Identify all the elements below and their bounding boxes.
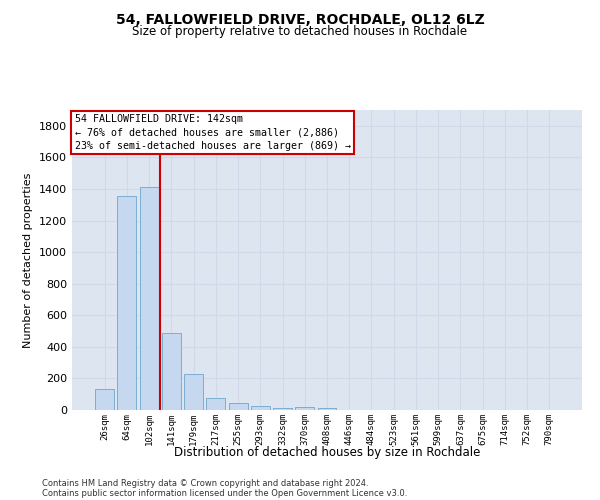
Text: Contains public sector information licensed under the Open Government Licence v3: Contains public sector information licen… — [42, 489, 407, 498]
Text: Distribution of detached houses by size in Rochdale: Distribution of detached houses by size … — [174, 446, 480, 459]
Bar — [184, 374, 203, 410]
Bar — [206, 398, 225, 410]
Y-axis label: Number of detached properties: Number of detached properties — [23, 172, 34, 348]
Bar — [118, 196, 136, 410]
Bar — [295, 407, 314, 410]
Bar — [229, 403, 248, 410]
Bar — [162, 332, 181, 410]
Bar — [317, 408, 337, 410]
Text: Size of property relative to detached houses in Rochdale: Size of property relative to detached ho… — [133, 25, 467, 38]
Bar — [251, 406, 270, 410]
Text: 54 FALLOWFIELD DRIVE: 142sqm
← 76% of detached houses are smaller (2,886)
23% of: 54 FALLOWFIELD DRIVE: 142sqm ← 76% of de… — [74, 114, 350, 151]
Bar — [95, 388, 114, 410]
Bar — [140, 188, 158, 410]
Text: 54, FALLOWFIELD DRIVE, ROCHDALE, OL12 6LZ: 54, FALLOWFIELD DRIVE, ROCHDALE, OL12 6L… — [116, 12, 484, 26]
Text: Contains HM Land Registry data © Crown copyright and database right 2024.: Contains HM Land Registry data © Crown c… — [42, 479, 368, 488]
Bar — [273, 408, 292, 410]
